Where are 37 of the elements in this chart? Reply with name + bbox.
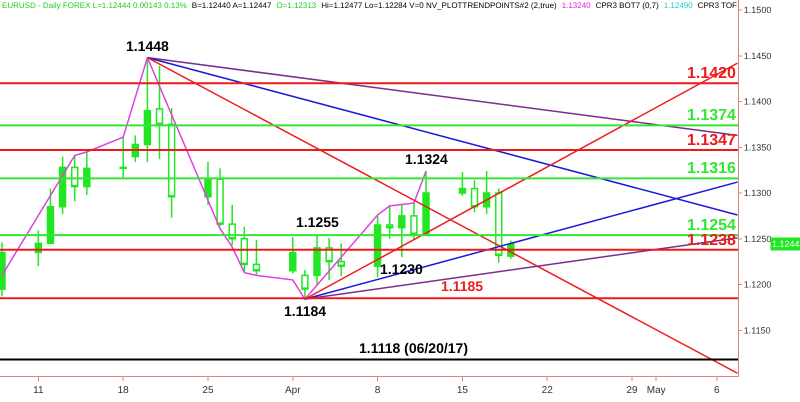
x-tick-label: 8 (374, 385, 381, 396)
x-tick-label: 25 (202, 385, 214, 396)
annotation: Hi=1.12477 Lo=1.12284 V=0 NV_PLOTTRENDPOINTS#2 (2,true) (321, 1, 557, 10)
y-tick-label: 1.1250 (744, 234, 772, 244)
x-tick-label: May (646, 385, 666, 396)
annotation: 1.1185 (441, 278, 484, 294)
y-tick-label: 1.1300 (744, 188, 772, 198)
y-tick-label: 1.1200 (744, 280, 772, 290)
text: 1.1244 (772, 239, 800, 249)
y-tick-label: 1.1500 (744, 5, 772, 16)
annotation: 1.12490 (664, 1, 693, 10)
annotation: B=1.12440 A=1.12447 (192, 1, 272, 10)
ref-line-label: 1.1316 (687, 160, 736, 177)
ref-line-label: 1.1347 (687, 132, 736, 149)
x-tick-label: 15 (456, 385, 468, 396)
y-tick-label: 1.1150 (744, 325, 771, 336)
x-tick-label: 6 (714, 385, 720, 396)
annotation: O=1.12313 (276, 1, 316, 10)
x-tick-label: Apr (285, 385, 302, 396)
annotation: 1.1448 (126, 38, 170, 54)
annotation: 1.1118 (06/20/17) (359, 340, 468, 356)
x-tick-label: 18 (118, 385, 130, 396)
x-tick-label: 29 (626, 385, 638, 396)
x-tick-label: 11 (33, 385, 44, 396)
annotation: 1.1184 (284, 303, 326, 319)
ref-line-label: 1.1254 (687, 217, 736, 234)
annotation: 1.1255 (296, 214, 340, 230)
ref-line-label: 1.1374 (687, 107, 736, 124)
y-tick-label: 1.1450 (744, 50, 772, 61)
x-tick-label: 22 (542, 385, 554, 396)
annotation: 1.1324 (405, 151, 448, 167)
annotation: EURUSD - Daily FOREX L=1.12444 0.00143 0.13% (2, 1, 187, 10)
annotation: CPR3 TOF (698, 1, 737, 10)
annotation: 1.13240 (562, 1, 591, 10)
y-tick-label: 1.1400 (744, 96, 772, 107)
annotation: CPR3 BOT7 (0,7) (596, 1, 659, 10)
y-tick-label: 1.1350 (744, 142, 772, 152)
